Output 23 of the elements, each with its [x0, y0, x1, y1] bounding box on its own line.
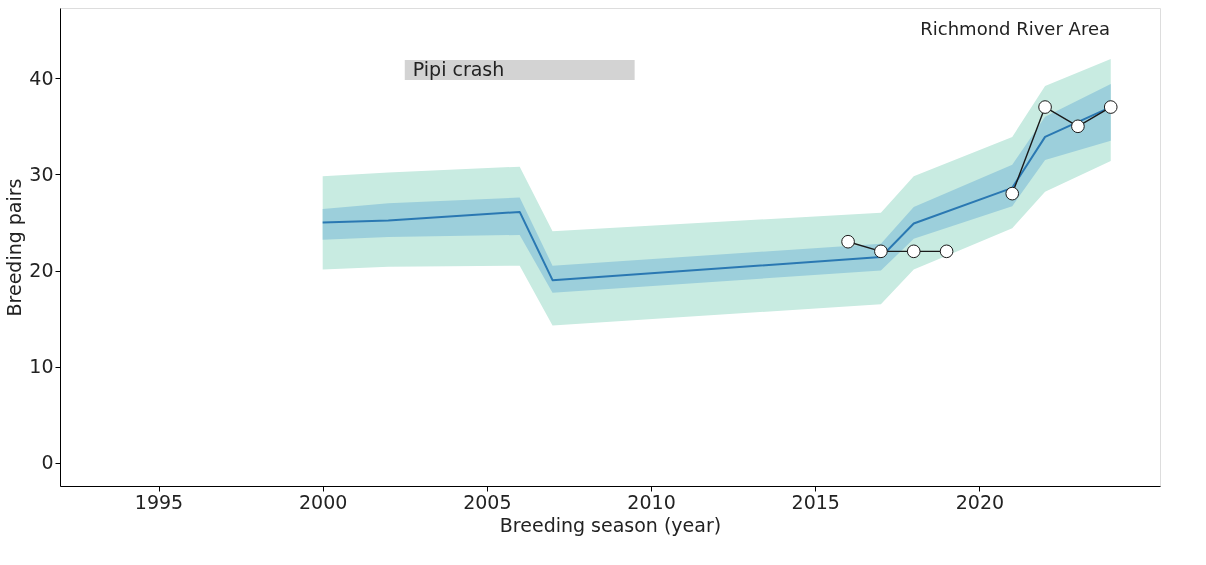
y-tick-label: 30 [29, 162, 54, 185]
point [1038, 100, 1052, 114]
point [874, 244, 888, 259]
y-tick-label: 40 [29, 66, 54, 89]
x-tick-label: 2015 [791, 490, 840, 513]
x-tick-label: 2000 [299, 490, 348, 513]
point [1005, 186, 1020, 201]
y-tick-label: 10 [29, 355, 54, 378]
point [1103, 100, 1118, 114]
x-tick-label: 2020 [955, 490, 1005, 513]
point [1071, 119, 1085, 134]
x-tick-label: 1995 [134, 490, 184, 513]
y-axis-title: Breeding pairs [3, 178, 26, 317]
x-tick-label: 2010 [627, 490, 676, 513]
annotation: Richmond River Area [920, 18, 1110, 39]
point [906, 244, 921, 259]
x-tick-label: 2005 [463, 490, 512, 513]
y-tick-label: 20 [29, 259, 54, 282]
band-label: Pipi crash [412, 58, 505, 80]
point [841, 234, 855, 249]
x-axis-title: Breeding season (year) [499, 513, 722, 536]
point [939, 244, 954, 259]
y-tick-label: 0 [41, 451, 54, 474]
